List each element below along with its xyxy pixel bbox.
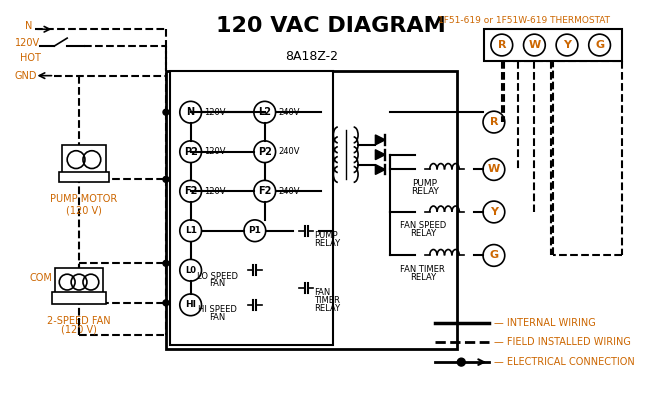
Text: R: R bbox=[490, 117, 498, 127]
Text: — FIELD INSTALLED WIRING: — FIELD INSTALLED WIRING bbox=[494, 337, 630, 347]
Polygon shape bbox=[375, 150, 385, 160]
Text: PUMP MOTOR
(120 V): PUMP MOTOR (120 V) bbox=[50, 194, 118, 216]
Text: L0: L0 bbox=[185, 266, 196, 275]
Circle shape bbox=[163, 109, 169, 115]
Text: 240V: 240V bbox=[279, 187, 300, 196]
Text: HI: HI bbox=[185, 300, 196, 309]
Text: N: N bbox=[186, 107, 195, 117]
Text: W: W bbox=[488, 165, 500, 174]
FancyBboxPatch shape bbox=[166, 71, 458, 349]
Text: TIMER: TIMER bbox=[314, 296, 340, 305]
Text: 120 VAC DIAGRAM: 120 VAC DIAGRAM bbox=[216, 16, 446, 36]
Circle shape bbox=[163, 260, 169, 266]
Text: P2: P2 bbox=[258, 147, 271, 157]
Bar bbox=[59, 173, 109, 182]
Text: RELAY: RELAY bbox=[410, 229, 436, 238]
Text: W: W bbox=[528, 40, 541, 50]
Text: FAN SPEED: FAN SPEED bbox=[399, 221, 446, 230]
Text: 240V: 240V bbox=[279, 147, 300, 156]
Text: HOT: HOT bbox=[19, 53, 41, 63]
Text: 120V: 120V bbox=[15, 38, 40, 48]
Text: — ELECTRICAL CONNECTION: — ELECTRICAL CONNECTION bbox=[494, 357, 634, 367]
Circle shape bbox=[458, 358, 465, 366]
Text: L2: L2 bbox=[258, 107, 271, 117]
Text: LO: LO bbox=[64, 276, 74, 285]
Text: PUMP: PUMP bbox=[412, 179, 438, 188]
Text: PUMP: PUMP bbox=[314, 231, 338, 240]
Text: (120 V): (120 V) bbox=[61, 325, 97, 335]
Text: 8A18Z-2: 8A18Z-2 bbox=[285, 50, 338, 63]
Text: F2: F2 bbox=[258, 186, 271, 196]
Polygon shape bbox=[375, 135, 385, 145]
Text: P2: P2 bbox=[184, 147, 198, 157]
Circle shape bbox=[163, 300, 169, 306]
Circle shape bbox=[163, 176, 169, 182]
Text: RELAY: RELAY bbox=[410, 273, 436, 282]
Text: 2-SPEED FAN: 2-SPEED FAN bbox=[47, 316, 111, 326]
Text: G: G bbox=[595, 40, 604, 50]
Text: 120V: 120V bbox=[204, 147, 226, 156]
Text: F2: F2 bbox=[184, 186, 198, 196]
Text: FAN: FAN bbox=[209, 313, 225, 322]
Text: R: R bbox=[498, 40, 506, 50]
Text: RELAY: RELAY bbox=[314, 304, 340, 313]
Text: 120V: 120V bbox=[204, 187, 226, 196]
Text: Y: Y bbox=[563, 40, 571, 50]
Text: HI SPEED: HI SPEED bbox=[198, 305, 237, 314]
Text: 1F51-619 or 1F51W-619 THERMOSTAT: 1F51-619 or 1F51W-619 THERMOSTAT bbox=[438, 16, 610, 26]
Text: FAN: FAN bbox=[209, 279, 225, 287]
Text: Y: Y bbox=[490, 207, 498, 217]
Text: L1: L1 bbox=[185, 226, 197, 235]
Text: 120V: 120V bbox=[204, 108, 226, 117]
Text: RELAY: RELAY bbox=[314, 239, 340, 248]
Text: — INTERNAL WIRING: — INTERNAL WIRING bbox=[494, 318, 596, 328]
Text: P1: P1 bbox=[249, 226, 261, 235]
Text: HI: HI bbox=[80, 284, 88, 292]
Bar bbox=[56, 268, 103, 294]
Text: 240V: 240V bbox=[279, 108, 300, 117]
Bar bbox=[52, 292, 106, 304]
Polygon shape bbox=[375, 165, 385, 174]
Text: LO SPEED: LO SPEED bbox=[197, 272, 238, 281]
FancyBboxPatch shape bbox=[170, 71, 333, 345]
Text: GND: GND bbox=[15, 71, 38, 80]
Text: N: N bbox=[25, 21, 32, 31]
Text: COM: COM bbox=[29, 273, 52, 283]
Text: G: G bbox=[489, 251, 498, 261]
Text: FAN TIMER: FAN TIMER bbox=[401, 265, 445, 274]
FancyBboxPatch shape bbox=[484, 29, 622, 61]
Text: FAN: FAN bbox=[314, 288, 330, 297]
Text: RELAY: RELAY bbox=[411, 187, 439, 196]
Bar bbox=[62, 145, 106, 174]
